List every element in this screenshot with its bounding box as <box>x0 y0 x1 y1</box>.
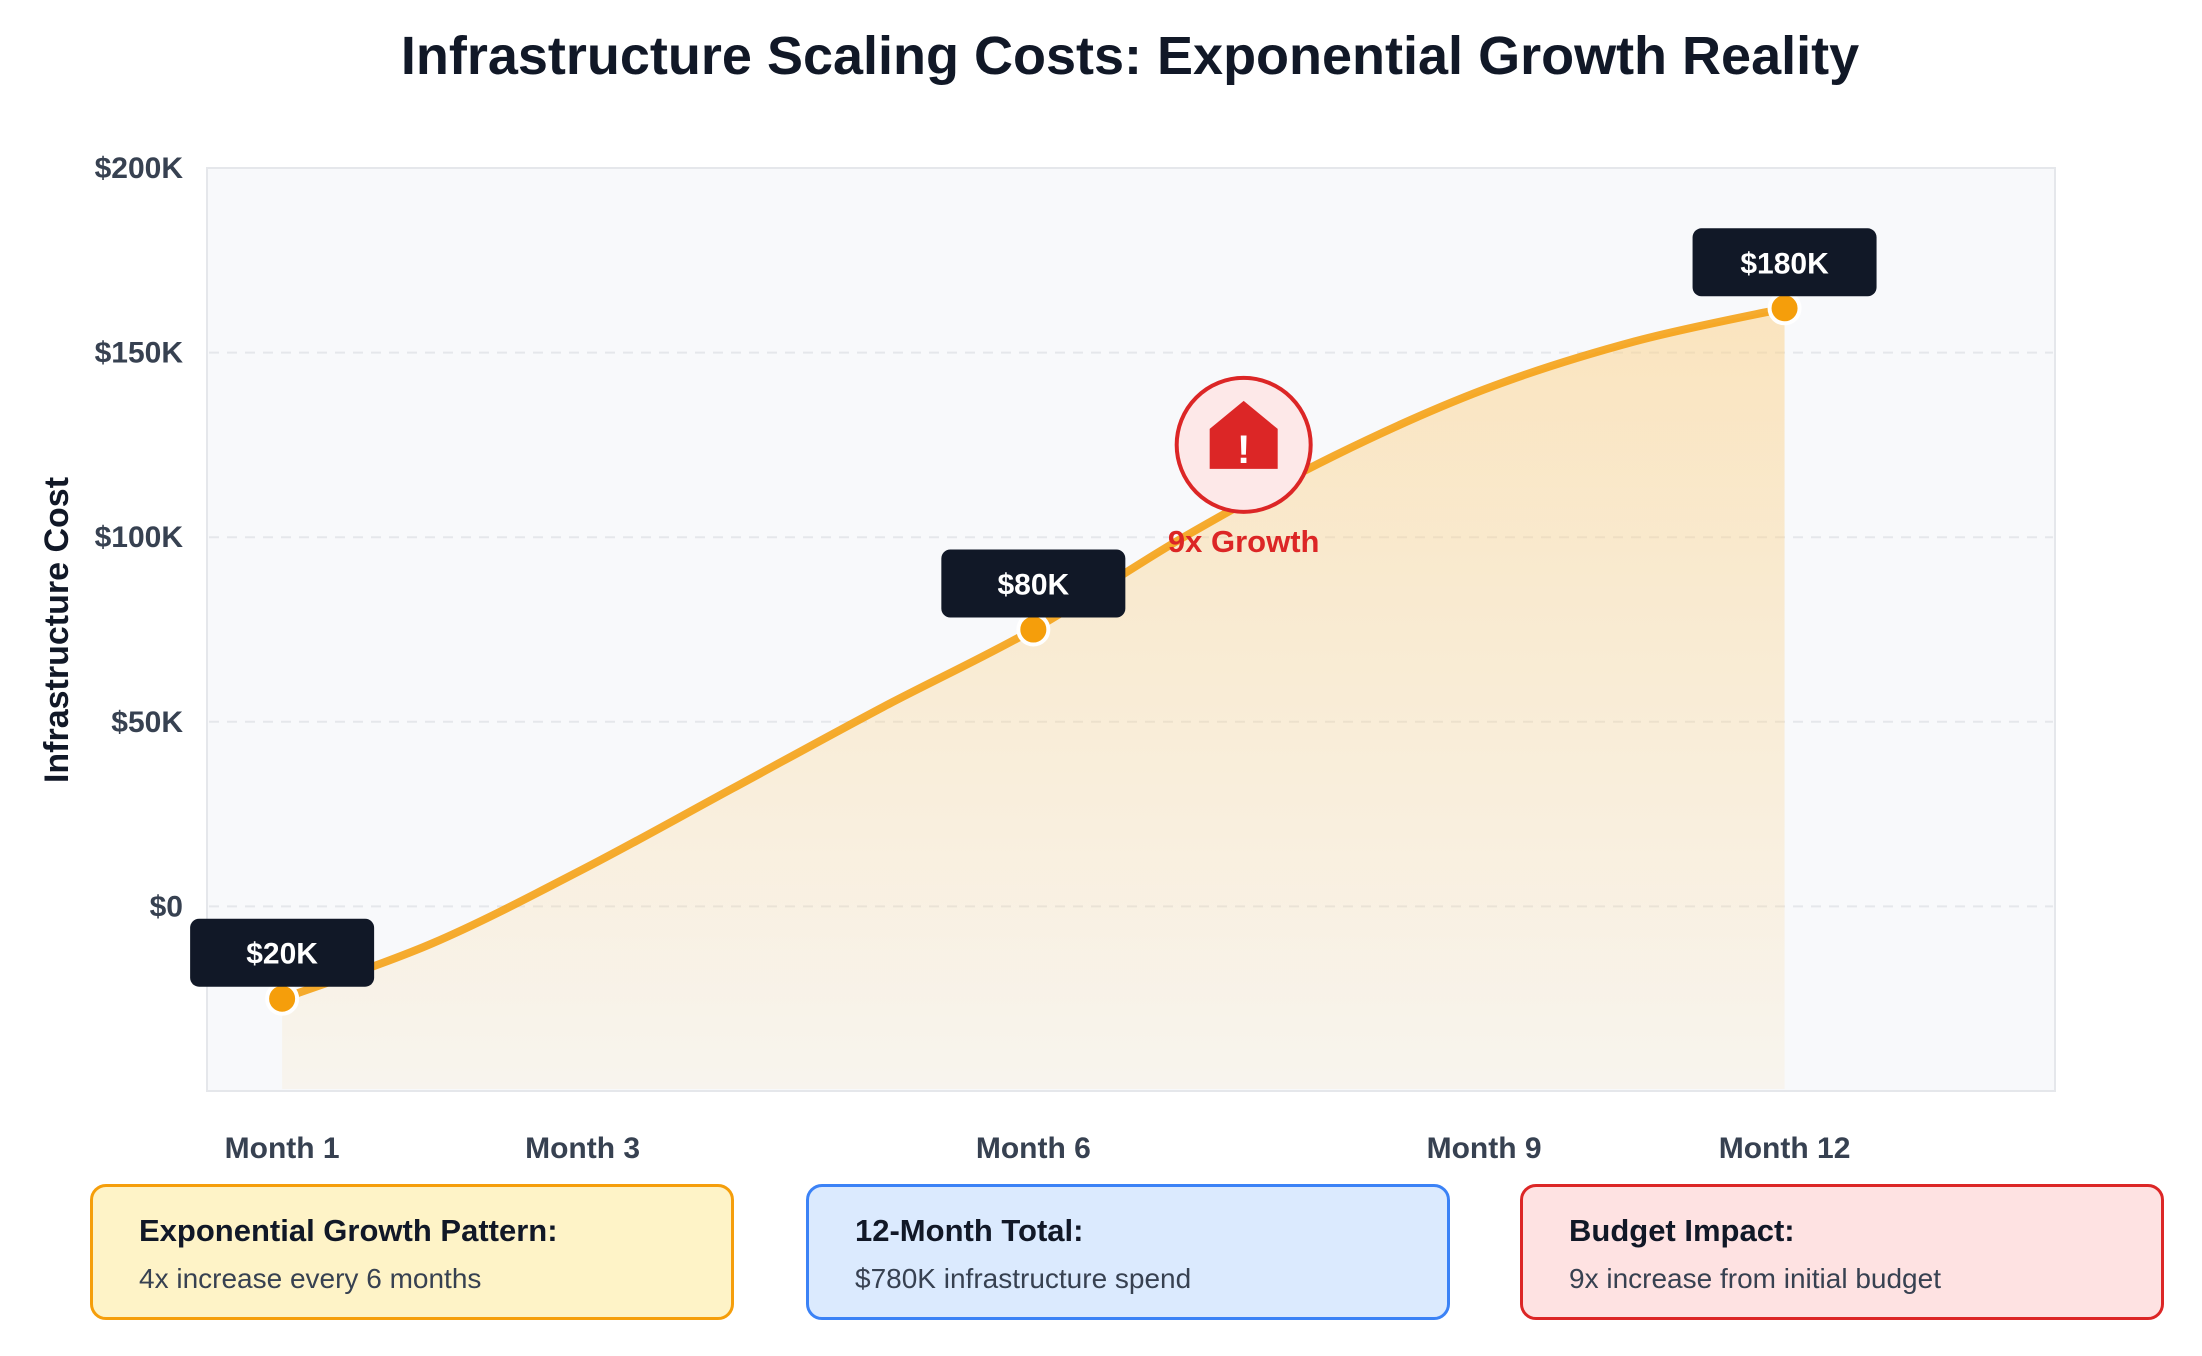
data-label: $180K <box>1740 247 1829 280</box>
y-tick-label: $50K <box>111 706 183 739</box>
y-axis-label: Infrastructure Cost <box>38 477 76 783</box>
growth-annotation: ! 9x Growth <box>1168 375 1320 559</box>
info-box-title: Budget Impact: <box>1569 1213 1795 1248</box>
info-box-text: 9x increase from initial budget <box>1569 1263 1941 1294</box>
chart-title: Infrastructure Scaling Costs: Exponentia… <box>401 26 1859 86</box>
info-box-text: 4x increase every 6 months <box>139 1263 482 1294</box>
data-point <box>1016 612 1051 647</box>
area-fill-layer <box>282 308 1785 1089</box>
x-tick-label: Month 1 <box>225 1132 340 1165</box>
exclamation-glyph: ! <box>1237 428 1250 472</box>
data-points: $20K $80K $180K <box>190 228 1877 1016</box>
warning-house-icon <box>1209 400 1278 469</box>
y-tick-label: $100K <box>95 521 184 554</box>
x-tick-label: Month 6 <box>976 1132 1091 1165</box>
data-label-box <box>190 918 375 987</box>
info-box-total: 12-Month Total: $780K infrastructure spe… <box>806 1184 1450 1320</box>
data-label: $80K <box>997 569 1069 602</box>
x-axis-ticks: Month 1 Month 3 Month 6 Month 9 Month 12 <box>225 1132 1851 1165</box>
growth-annotation-label: 9x Growth <box>1168 524 1320 559</box>
y-axis-ticks: $0 $50K $100K $150K $200K <box>95 152 184 923</box>
y-tick-label: $150K <box>95 337 184 370</box>
info-box-title: Exponential Growth Pattern: <box>139 1213 558 1248</box>
info-box-text: $780K infrastructure spend <box>855 1263 1192 1294</box>
x-tick-label: Month 9 <box>1427 1132 1542 1165</box>
x-tick-label: Month 3 <box>525 1132 640 1165</box>
data-label: $20K <box>246 938 318 971</box>
data-point <box>265 981 300 1016</box>
x-tick-label: Month 12 <box>1719 1132 1851 1165</box>
info-box-budget-impact: Budget Impact: 9x increase from initial … <box>1520 1184 2164 1320</box>
info-box-growth-pattern: Exponential Growth Pattern: 4x increase … <box>90 1184 734 1320</box>
data-label-box <box>1692 228 1877 297</box>
info-box-title: 12-Month Total: <box>855 1213 1084 1248</box>
area-fill <box>282 308 1785 1089</box>
data-point <box>1767 291 1802 326</box>
y-tick-label: $0 <box>150 890 183 923</box>
data-label-box <box>941 549 1126 618</box>
y-tick-label: $200K <box>95 152 184 185</box>
